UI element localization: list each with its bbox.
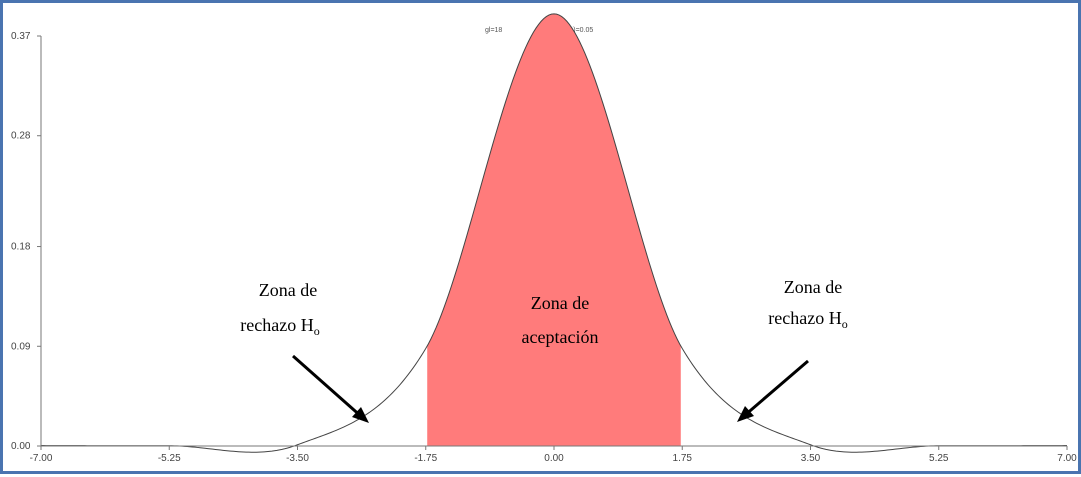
annotation-left-subscript: o: [314, 324, 320, 338]
x-axis-ticks: -7.00 -5.25 -3.50 -1.75 0.00 1.75 3.50 5.25 7.00: [30, 446, 1077, 464]
x-tick-label: 5.25: [929, 453, 949, 464]
chart-canvas: gl=18 p(evento)=0.05 0.370.280.180.090.0…: [11, 13, 1077, 464]
x-tick-label: -5.25: [158, 453, 181, 464]
annotation-right-line1: Zona de: [784, 277, 842, 297]
annotation-left: Zona de rechazo Ho: [240, 280, 319, 338]
x-tick-label: 3.50: [801, 453, 821, 464]
x-tick-label: -1.75: [414, 453, 437, 464]
y-tick-label: 0.18: [11, 242, 31, 253]
x-tick-label: -7.00: [30, 453, 53, 464]
annotation-right-line2-text: rechazo H: [768, 308, 841, 328]
y-axis-ticks: 0.37 0.28 0.18 0.09 0.00: [11, 31, 41, 452]
x-tick-label: 0.00: [544, 453, 564, 464]
arrow-left-head: [352, 407, 369, 423]
arrow-right: [737, 359, 809, 422]
arrow-right-shaft: [743, 359, 809, 418]
y-tick-label: 0.28: [11, 131, 31, 142]
annotation-right-subscript: o: [842, 317, 848, 331]
x-tick-label: -3.50: [286, 453, 309, 464]
annotation-left-line2: rechazo Ho: [240, 315, 319, 338]
acceptance-region-area: [427, 13, 681, 447]
arrow-left-shaft: [292, 354, 364, 420]
arrow-right-head: [737, 406, 754, 422]
arrow-left: [292, 354, 369, 423]
annotation-left-line2-text: rechazo H: [240, 315, 313, 335]
density-curve-line: [41, 13, 1067, 453]
annotation-center-line1: Zona de: [531, 293, 589, 313]
annotation-center-line2: aceptación: [522, 327, 599, 347]
y-tick-label: 0.37: [11, 31, 31, 42]
x-tick-label: 1.75: [673, 453, 693, 464]
degrees-of-freedom-label: gl=18: [485, 27, 502, 34]
annotation-right: Zona de rechazo Ho: [768, 277, 847, 331]
annotation-right-line2: rechazo Ho: [768, 308, 847, 331]
annotation-center: Zona de aceptación: [522, 293, 599, 347]
y-tick-label: 0.09: [11, 341, 31, 352]
y-tick-label: 0.00: [11, 441, 31, 452]
annotation-left-line1: Zona de: [259, 280, 317, 300]
x-tick-label: 7.00: [1057, 453, 1077, 464]
